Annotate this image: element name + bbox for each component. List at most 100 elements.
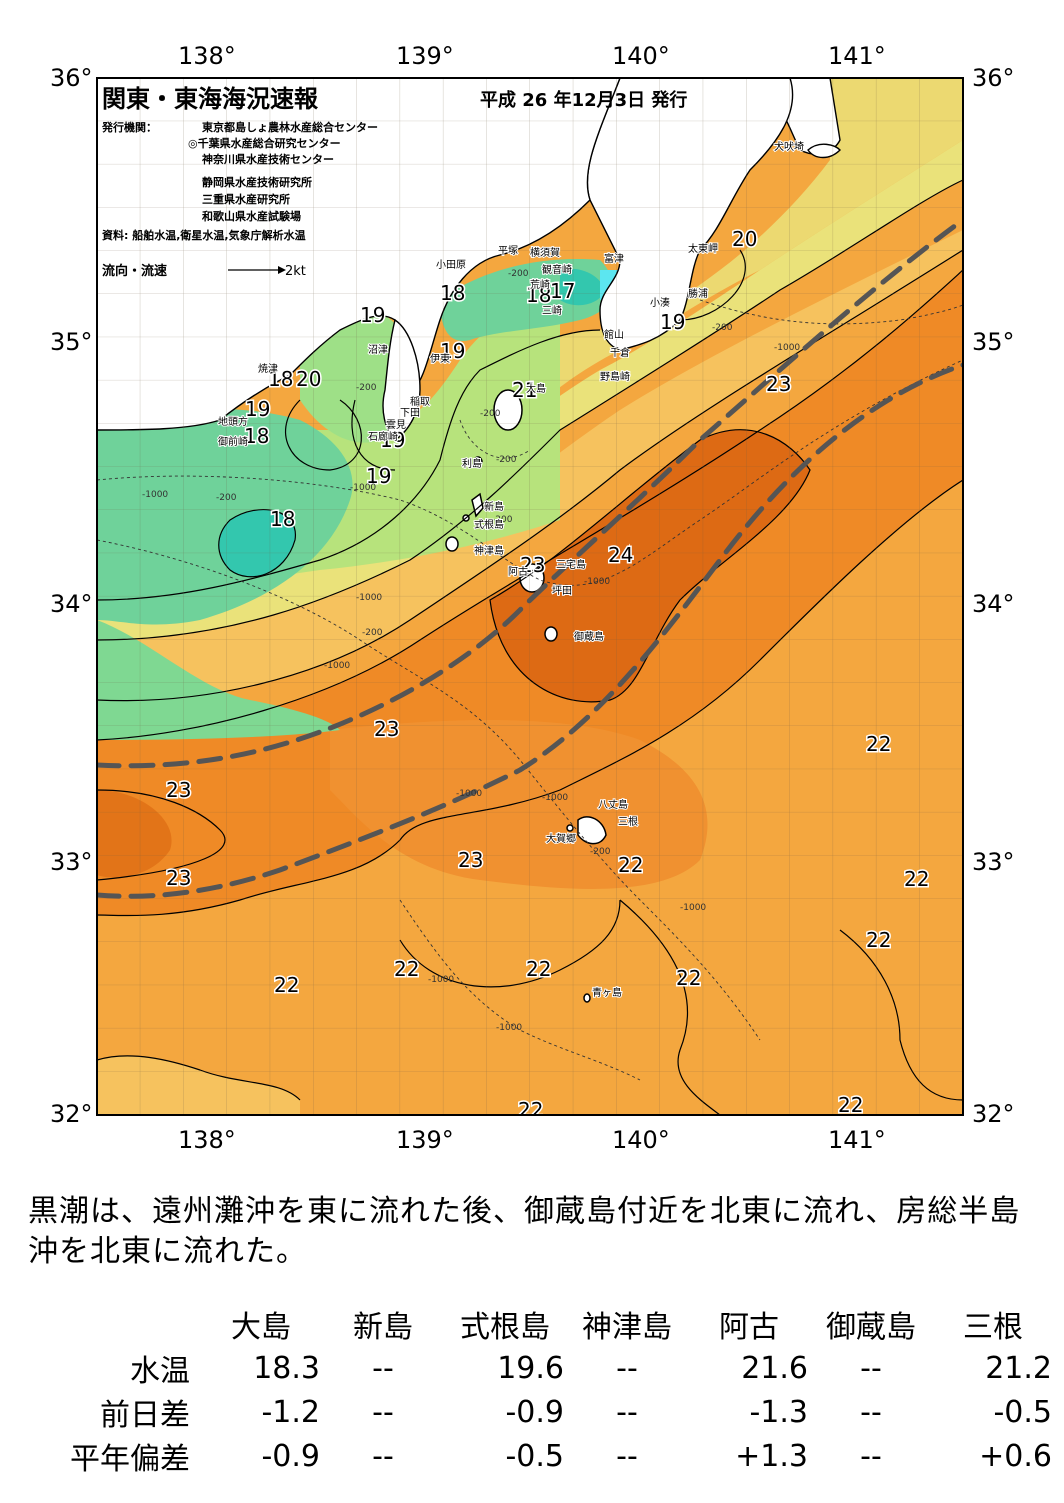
table-cell: --: [860, 1350, 882, 1386]
isotherm-label: 19: [245, 397, 270, 421]
data-sources: 資料: 船舶水温,衛星水温,気象庁解析水温: [102, 228, 306, 242]
lat-label-left: 32°: [50, 1100, 93, 1128]
isotherm-label: 23: [520, 553, 545, 577]
isotherm-label: 22: [618, 853, 643, 877]
isotherm-label: 18: [244, 424, 269, 448]
lat-label-right: 34°: [972, 590, 1015, 618]
kuroshio-axis: [97, 217, 963, 899]
table-cell: --: [372, 1394, 394, 1430]
lat-label-right: 32°: [972, 1100, 1015, 1128]
lat-label-right: 36°: [972, 64, 1015, 92]
current-legend-label: 流向・流速: [102, 263, 167, 279]
lon-label-top: 140°: [612, 42, 670, 70]
issuer: 和歌山県水産試験場: [202, 209, 301, 223]
table-cell: 21.2: [985, 1350, 1052, 1386]
place-name: 新島: [484, 500, 504, 513]
place-name: 荒崎: [530, 278, 550, 291]
lat-label-left: 33°: [50, 848, 93, 876]
isotherm-label: 22: [274, 973, 299, 997]
depth-label: -1000: [142, 490, 168, 500]
grid-lines: [97, 78, 963, 1115]
depth-label: -200: [492, 515, 513, 525]
lon-label-top: 141°: [828, 42, 886, 70]
map-title: 関東・東海海況速報: [102, 85, 319, 113]
lon-label-bottom: 138°: [178, 1126, 236, 1154]
isotherm-label: 22: [866, 928, 891, 952]
lat-label-left: 35°: [50, 328, 93, 356]
column-header: 大島: [231, 1310, 291, 1345]
place-name: 三宅島: [556, 558, 586, 571]
place-name: 焼津: [258, 363, 278, 375]
isotherm-label: 19: [380, 428, 405, 452]
isotherm-label: 19: [440, 339, 465, 363]
place-name: 犬吠埼: [774, 140, 804, 153]
place-name: 野島崎: [600, 370, 630, 383]
table-cell: --: [372, 1438, 394, 1474]
place-name: 下田: [400, 408, 420, 419]
place-name: 沼津: [368, 343, 388, 356]
isotherm-label: 22: [676, 966, 701, 990]
table-cell: 19.6: [497, 1350, 564, 1386]
issuers-label: 発行機関：: [101, 120, 157, 134]
depth-label: -200: [362, 628, 383, 638]
table-cell: -1.3: [749, 1394, 808, 1430]
place-name: 稲取: [410, 396, 430, 408]
isotherm-label: 22: [518, 1098, 543, 1122]
depth-label: -1000: [356, 593, 382, 603]
summary-text: 黒潮は、遠州灘沖を東に流れた後、御蔵島付近を北東に流れ、房総半島沖を北東に流れた…: [28, 1194, 1021, 1269]
depth-label: -1000: [496, 1023, 522, 1033]
table-cell: --: [616, 1350, 638, 1386]
place-name: 観音崎: [542, 263, 572, 276]
place-name: 大賀郷: [546, 832, 576, 845]
current-scale-arrow: [228, 266, 286, 274]
issuer: 神奈川県水産技術センター: [202, 152, 334, 166]
place-name: 神津島: [474, 544, 504, 557]
place-name: 勝浦: [688, 287, 708, 300]
lon-label-bottom: 141°: [828, 1126, 886, 1154]
depth-label: -200: [712, 323, 733, 333]
table-cell: --: [616, 1394, 638, 1430]
place-name: 青ヶ島: [592, 986, 622, 999]
place-name: 平塚: [498, 245, 518, 257]
table-cell: -0.5: [505, 1438, 564, 1474]
isotherm-label: 18: [270, 507, 295, 531]
place-name: 三崎: [542, 304, 562, 317]
place-name: 小湊: [650, 296, 670, 309]
lat-label-left: 34°: [50, 590, 93, 618]
depth-label: -200: [496, 455, 517, 465]
lon-label-bottom: 139°: [396, 1126, 454, 1154]
place-name: 石廊崎: [368, 430, 398, 443]
place-name: 伊東: [430, 352, 450, 365]
column-header: 新島: [353, 1310, 413, 1345]
isotherm-label: 19: [660, 310, 685, 334]
depth-label: -1000: [456, 789, 482, 799]
column-header: 三根: [963, 1310, 1023, 1345]
isotherm-label: 24: [608, 543, 633, 567]
row-header: 水温: [130, 1354, 190, 1389]
place-name: 坪田: [552, 584, 572, 597]
depth-label: -200: [480, 409, 501, 419]
column-header: 阿古: [719, 1310, 779, 1345]
isotherm-label: 18: [526, 283, 551, 307]
place-name: 利島: [462, 457, 482, 470]
sea-temperature-map: 20 19 19 18 17 18 19 19 18 20 19 18 19 1…: [50, 42, 1015, 1154]
isotherm-label: 18: [440, 281, 465, 305]
depth-label-group: -200 -200 -1000 -200 -1000 -200 -200 -20…: [142, 269, 800, 1033]
table-corner: [30, 1302, 200, 1346]
place-name: 式根島: [474, 518, 504, 531]
place-name: 太東岬: [688, 242, 718, 255]
map-header: 関東・東海海況速報 平成 26 年12月3日 発行 発行機関： 東京都島しょ農林…: [101, 85, 687, 279]
isotherm-label: 22: [838, 1093, 863, 1117]
column-header: 神津島: [582, 1310, 672, 1345]
lat-label-left: 36°: [50, 64, 93, 92]
lat-label-right: 33°: [972, 848, 1015, 876]
depth-label: -200: [216, 493, 237, 503]
current-scale-label: 2kt: [285, 264, 306, 279]
map-frame: [96, 77, 964, 1116]
lon-label-top: 138°: [178, 42, 236, 70]
depth-label: -1000: [542, 793, 568, 803]
depth-label: -1000: [584, 577, 610, 587]
place-name: 阿古: [508, 565, 528, 578]
table-cell: +0.6: [979, 1438, 1052, 1474]
isotherm-label-group: 20 19 19 18 17 18 19 19 18 20 19 18 19 1…: [165, 226, 931, 1122]
